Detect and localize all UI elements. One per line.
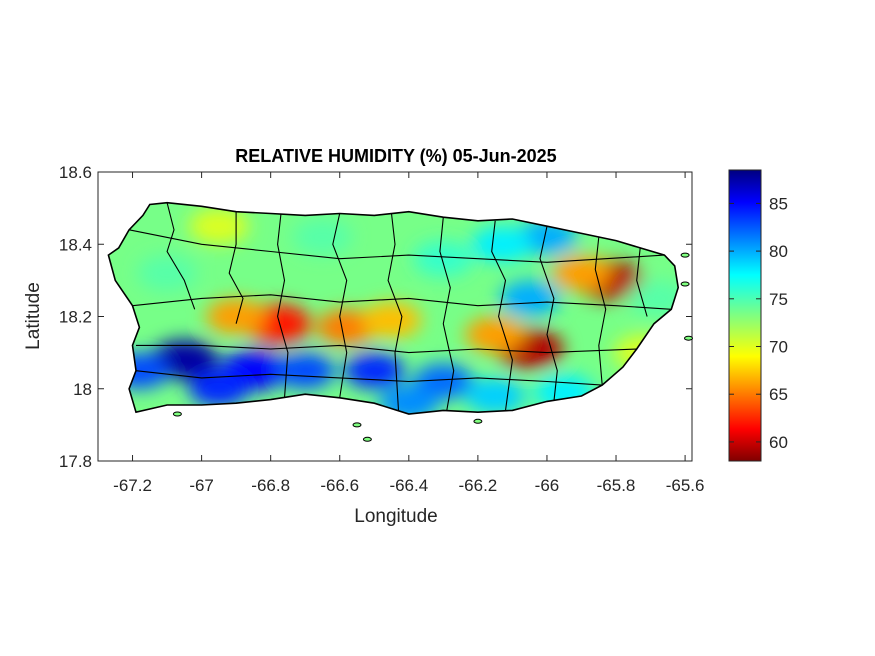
municipality-boundary xyxy=(387,213,403,411)
y-tick-label: 17.8 xyxy=(59,452,92,471)
humidity-cell xyxy=(344,352,405,389)
humidity-cell xyxy=(137,255,198,292)
y-axis: 17.8 18 18.2 18.4 18.6 xyxy=(59,163,692,471)
x-tick-label: -65.6 xyxy=(666,476,705,495)
humidity-cell xyxy=(465,316,526,353)
colorbar-tick-label: 60 xyxy=(769,433,788,452)
cay xyxy=(684,335,693,341)
x-tick-label: -65.8 xyxy=(597,476,636,495)
municipality-boundary xyxy=(439,217,455,411)
y-tick-label: 18.4 xyxy=(59,235,92,254)
municipality-boundary xyxy=(594,236,607,386)
x-tick-label: -67.2 xyxy=(113,476,152,495)
island-outline xyxy=(107,201,680,415)
colorbar-tick-label: 75 xyxy=(769,290,788,309)
colorbar-tick-label: 70 xyxy=(769,338,788,357)
humidity-cell xyxy=(465,378,526,414)
cay xyxy=(362,436,372,442)
cay xyxy=(473,418,483,424)
y-tick-label: 18.2 xyxy=(59,308,92,327)
x-axis-label: Longitude xyxy=(354,506,437,527)
humidity-cell xyxy=(413,240,474,277)
municipality-boundary xyxy=(332,213,348,398)
municipality-boundary xyxy=(132,294,672,310)
municipality-boundary xyxy=(136,344,637,354)
x-tick-label: -66 xyxy=(535,476,560,495)
x-tick-label: -66.2 xyxy=(459,476,498,495)
colorbar xyxy=(728,169,762,462)
humidity-cell xyxy=(472,226,533,263)
humidity-cell xyxy=(206,298,267,335)
y-tick-label: 18 xyxy=(73,380,92,399)
humidity-cell xyxy=(275,352,336,389)
municipality-boundary xyxy=(128,229,665,263)
x-tick-label: -66.4 xyxy=(389,476,428,495)
municipality-boundary xyxy=(539,226,558,402)
small-islands xyxy=(172,252,693,442)
cay xyxy=(680,252,690,258)
chart-title: RELATIVE HUMIDITY (%) 05-Jun-2025 xyxy=(235,146,556,166)
humidity-cell xyxy=(188,208,249,245)
humidity-cell xyxy=(188,370,249,407)
cay xyxy=(680,281,690,287)
humidity-cell xyxy=(292,219,353,255)
municipality-boundary xyxy=(636,247,648,317)
colorbar-tick-label: 65 xyxy=(769,385,788,404)
municipality-boundary xyxy=(228,211,244,324)
municipality-boundary xyxy=(491,220,513,411)
cay xyxy=(352,422,362,428)
x-tick-label: -67 xyxy=(189,476,214,495)
y-axis-label: Latitude xyxy=(23,282,44,350)
x-tick-label: -66.8 xyxy=(251,476,290,495)
municipality-boundaries xyxy=(128,202,672,411)
colorbar-ticks: 60 65 70 75 80 85 xyxy=(729,194,788,452)
cay xyxy=(172,411,182,417)
humidity-cell xyxy=(551,255,612,292)
humidity-cell xyxy=(361,302,422,339)
municipality-boundary xyxy=(135,370,603,386)
colorbar-tick-label: 80 xyxy=(769,242,788,261)
x-tick-label: -66.6 xyxy=(320,476,359,495)
y-tick-label: 18.6 xyxy=(59,163,92,182)
municipality-boundary xyxy=(166,202,196,310)
humidity-cell xyxy=(499,280,560,317)
colorbar-tick-label: 85 xyxy=(769,194,788,213)
x-axis: -67.2 -67 -66.8 -66.6 -66.4 -66.2 -66 -65.8 -65.… xyxy=(113,172,704,495)
municipality-boundary xyxy=(277,213,289,398)
